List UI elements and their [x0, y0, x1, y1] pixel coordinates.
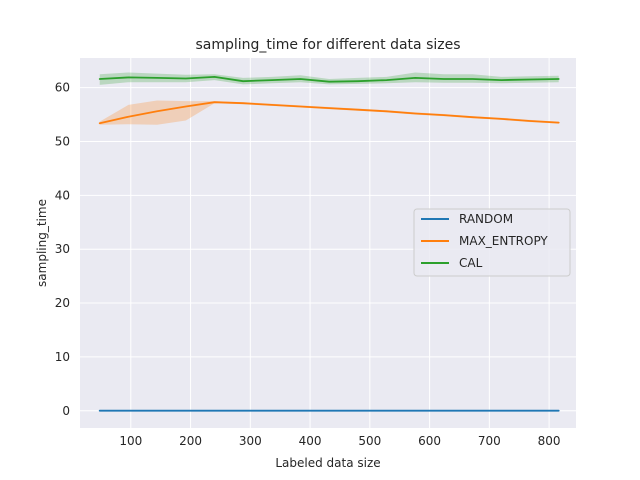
line-max-entropy — [98, 101, 560, 125]
y-tick-label: 30 — [55, 242, 70, 256]
series-lines — [98, 76, 560, 412]
y-tick-label: 40 — [55, 188, 70, 202]
x-tick-label: 800 — [538, 434, 561, 448]
legend-label-cal: CAL — [459, 256, 483, 270]
legend-label-random: RANDOM — [459, 212, 513, 226]
legend-box — [413, 208, 571, 277]
x-tick-label: 600 — [418, 434, 441, 448]
y-tick-label: 0 — [62, 404, 70, 418]
tick-labels: 100 200 300 400 500 600 700 800 0 10 20 30 40 50 60 — [55, 81, 561, 448]
x-tick-label: 100 — [119, 434, 142, 448]
line-cal — [98, 76, 560, 83]
y-tick-label: 60 — [55, 81, 70, 95]
band-cal — [99, 72, 559, 85]
legend-label-max-entropy: MAX_ENTROPY — [459, 234, 548, 248]
y-tick-label: 50 — [55, 134, 70, 148]
legend-entries: RANDOM MAX_ENTROPY CAL — [421, 212, 548, 270]
y-tick-label: 20 — [55, 296, 70, 310]
x-axis-label: Labeled data size — [275, 456, 380, 470]
y-tick-label: 10 — [55, 350, 70, 364]
x-tick-label: 300 — [239, 434, 262, 448]
x-tick-label: 700 — [478, 434, 501, 448]
x-tick-label: 200 — [179, 434, 202, 448]
chart-title: sampling_time for different data sizes — [195, 37, 460, 53]
y-axis-label: sampling_time — [35, 199, 49, 287]
band-max-entropy — [99, 100, 559, 125]
legend: RANDOM MAX_ENTROPY CAL — [413, 208, 571, 277]
x-tick-label: 500 — [358, 434, 381, 448]
x-tick-label: 400 — [299, 434, 322, 448]
